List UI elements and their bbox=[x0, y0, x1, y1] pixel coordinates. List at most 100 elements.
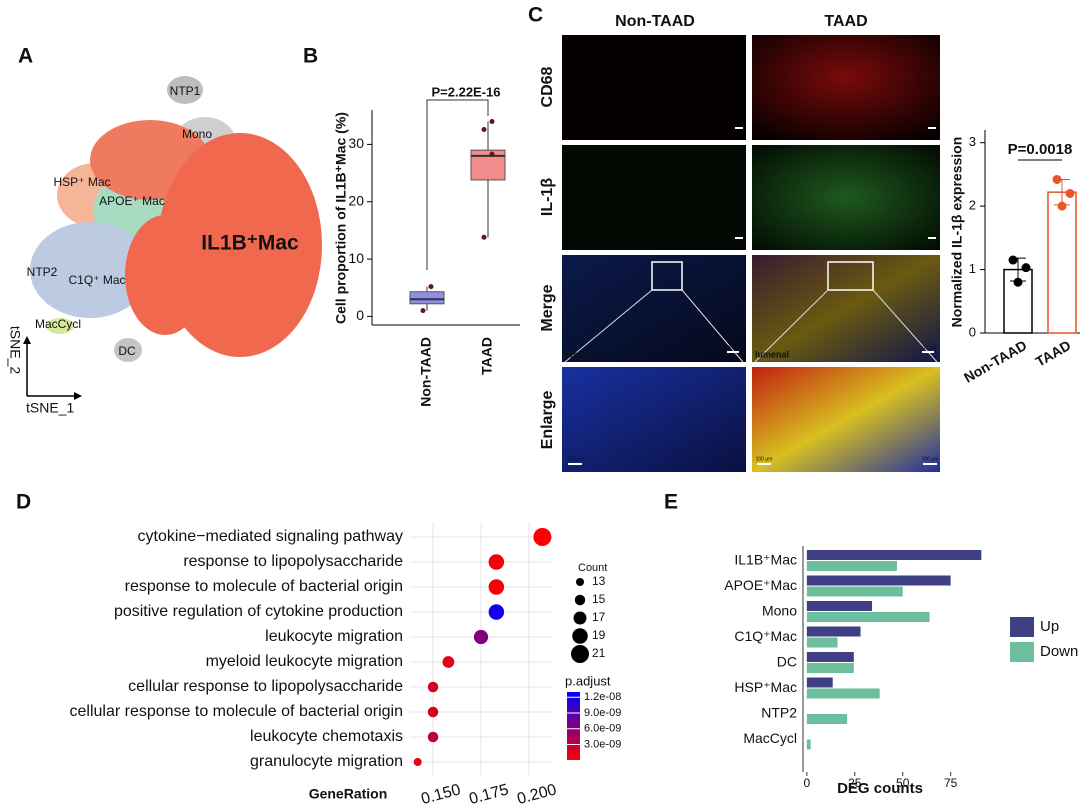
y-tick-label: DC bbox=[777, 654, 797, 670]
panel-label: D bbox=[16, 491, 31, 514]
y-tick-label: positive regulation of cytokine producti… bbox=[114, 603, 403, 620]
bar bbox=[806, 561, 897, 571]
colorbar-label: 9.0e-09 bbox=[584, 707, 621, 719]
y-tick-label: 20 bbox=[348, 192, 364, 208]
legend-dot bbox=[576, 578, 584, 586]
bar bbox=[806, 663, 854, 673]
point bbox=[420, 308, 426, 314]
y-tick-label: APOE⁺Mac bbox=[724, 577, 797, 593]
legend-label: 15 bbox=[592, 592, 606, 606]
cluster-label: C1Q⁺ Mac bbox=[68, 273, 125, 287]
legend-label: Up bbox=[1040, 618, 1059, 635]
box bbox=[409, 291, 445, 305]
box bbox=[470, 149, 506, 181]
y-tick-label: 0 bbox=[969, 324, 976, 339]
annotation: P=2.22E-16 bbox=[431, 84, 500, 99]
y-tick-label: response to lipopolysaccharide bbox=[183, 553, 403, 570]
bar bbox=[806, 739, 811, 750]
point bbox=[1065, 188, 1075, 198]
scale-label: 100 μm bbox=[920, 345, 937, 351]
axis-label: tSNE_1 bbox=[26, 400, 74, 416]
x-axis-label: GeneRation bbox=[309, 786, 388, 802]
y-tick-label: 30 bbox=[348, 135, 364, 151]
bar bbox=[806, 652, 854, 662]
dot bbox=[427, 681, 439, 693]
legend-dot bbox=[574, 594, 586, 606]
scale-label: 100 μm bbox=[922, 456, 939, 462]
annotation: P=0.0018 bbox=[1008, 141, 1073, 158]
point bbox=[481, 234, 487, 240]
region-label: lumenal bbox=[755, 349, 789, 359]
axis-label: tSNE_2 bbox=[7, 326, 23, 374]
dot bbox=[427, 706, 439, 718]
bar bbox=[806, 637, 838, 648]
dot bbox=[488, 604, 505, 620]
y-tick-label: cytokine−mediated signaling pathway bbox=[138, 528, 404, 545]
y-tick-label: Mono bbox=[762, 603, 797, 619]
y-tick-label: myeloid leukocyte migration bbox=[206, 653, 403, 670]
bar bbox=[1047, 191, 1077, 334]
colorbar bbox=[567, 692, 580, 760]
point bbox=[1021, 263, 1031, 273]
legend-label: 21 bbox=[592, 646, 606, 660]
row-header: Merge bbox=[539, 284, 556, 331]
dot bbox=[413, 758, 422, 766]
x-tick-label: 75 bbox=[944, 776, 958, 790]
dot bbox=[488, 554, 505, 570]
x-tick-label: 50 bbox=[896, 776, 910, 790]
x-tick-label: 25 bbox=[848, 776, 862, 790]
y-tick-label: 2 bbox=[969, 198, 976, 213]
y-tick-label: MacCycl bbox=[743, 730, 797, 746]
point bbox=[428, 284, 434, 290]
x-tick-label: 0.150 bbox=[419, 781, 462, 807]
region-label: lumenal bbox=[565, 349, 599, 359]
y-tick-label: response to molecule of bacterial origin bbox=[125, 578, 403, 595]
dot bbox=[488, 579, 505, 595]
column-header: Non-TAAD bbox=[615, 13, 695, 30]
cluster-label: HSP⁺ Mac bbox=[53, 175, 110, 189]
cluster-label: IL1B⁺Mac bbox=[201, 232, 299, 255]
bar bbox=[806, 714, 848, 724]
cluster-label: APOE⁺ Mac bbox=[99, 194, 165, 208]
bar bbox=[806, 612, 930, 622]
y-tick-label: HSP⁺Mac bbox=[734, 679, 797, 695]
cluster-label: NTP2 bbox=[27, 265, 58, 279]
panel-label: A bbox=[18, 45, 33, 68]
x-tick-label: 0 bbox=[803, 776, 810, 790]
y-tick-label: 3 bbox=[969, 134, 976, 149]
row-header: Enlarge bbox=[539, 391, 556, 450]
point bbox=[1013, 277, 1023, 287]
y-tick-label: granulocyte migration bbox=[250, 753, 403, 770]
legend-title: Count bbox=[578, 562, 607, 574]
point bbox=[1052, 174, 1062, 184]
y-tick-label: C1Q⁺Mac bbox=[734, 628, 797, 644]
y-tick-label: cellular response to molecule of bacteri… bbox=[69, 703, 403, 720]
panel-label: B bbox=[303, 45, 318, 68]
y-tick-label: cellular response to lipopolysaccharide bbox=[128, 678, 403, 695]
y-tick-label: NTP2 bbox=[761, 705, 797, 721]
point bbox=[1008, 255, 1018, 265]
y-tick-label: leukocyte chemotaxis bbox=[250, 728, 403, 745]
legend-dot bbox=[573, 611, 587, 625]
bar bbox=[806, 677, 833, 688]
x-tick-label: 0.200 bbox=[515, 781, 558, 807]
point bbox=[1057, 201, 1067, 211]
legend-label: 13 bbox=[592, 574, 606, 588]
cluster-label: Mono bbox=[182, 127, 212, 141]
point bbox=[489, 118, 495, 124]
y-tick-label: leukocyte migration bbox=[265, 628, 403, 645]
point bbox=[489, 151, 495, 157]
x-tick-label: TAAD bbox=[1033, 337, 1074, 370]
row-header: IL-1β bbox=[539, 178, 556, 216]
colorbar-label: 1.2e-08 bbox=[584, 691, 621, 703]
legend-label: 17 bbox=[592, 610, 606, 624]
dot bbox=[442, 656, 455, 668]
cluster-label: MacCycl bbox=[35, 317, 81, 331]
bar bbox=[806, 575, 951, 586]
bar bbox=[806, 688, 880, 699]
microscopy bbox=[562, 35, 940, 472]
bracket bbox=[426, 99, 489, 270]
column-header: TAAD bbox=[824, 13, 867, 30]
x-tick-label: TAAD bbox=[479, 337, 495, 375]
